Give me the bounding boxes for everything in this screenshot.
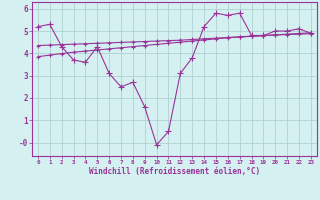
X-axis label: Windchill (Refroidissement éolien,°C): Windchill (Refroidissement éolien,°C): [89, 167, 260, 176]
